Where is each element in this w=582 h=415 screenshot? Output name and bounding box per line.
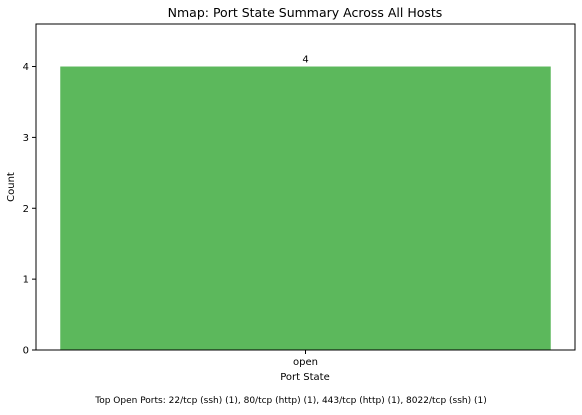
- bar-open: [60, 66, 551, 351]
- y-tick-label: 2: [23, 204, 29, 215]
- x-axis-ticks: open: [293, 350, 318, 368]
- x-tick-label: open: [293, 357, 318, 368]
- x-axis-label: Port State: [280, 372, 329, 383]
- top-open-ports-note: Top Open Ports: 22/tcp (ssh) (1), 80/tcp…: [95, 396, 487, 406]
- bar-value-label: 4: [302, 55, 308, 66]
- y-tick-label: 0: [23, 346, 29, 357]
- y-axis-ticks: 0 1 2 3 4: [23, 62, 36, 357]
- y-axis-label: Count: [6, 172, 17, 202]
- plot-frame: [35, 23, 576, 351]
- bar-chart: Nmap: Port State Summary Across All Host…: [6, 5, 576, 383]
- chart-title: Nmap: Port State Summary Across All Host…: [168, 5, 443, 20]
- y-tick-label: 1: [23, 275, 29, 286]
- bars-group: 4: [60, 55, 551, 351]
- y-tick-label: 4: [23, 62, 29, 73]
- y-tick-label: 3: [23, 133, 29, 144]
